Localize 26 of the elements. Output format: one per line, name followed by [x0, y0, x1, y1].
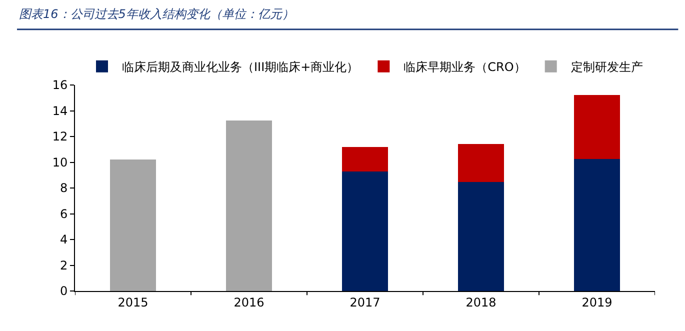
legend-label: 临床早期业务（CRO）: [404, 60, 526, 74]
bar: [342, 146, 388, 172]
y-tick-label: 2: [60, 258, 68, 272]
bar: [458, 144, 504, 182]
y-tick-label: 0: [60, 284, 68, 298]
bar: [110, 160, 156, 291]
bar: [574, 95, 620, 160]
x-tick-label: 2019: [582, 295, 612, 310]
x-tick-label: 2017: [350, 295, 380, 310]
y-tick-label: 10: [52, 155, 68, 170]
y-tick-label: 14: [52, 104, 68, 118]
bar: [574, 159, 620, 291]
x-tick-label: 2016: [234, 295, 264, 310]
y-tick-label: 12: [52, 130, 68, 144]
bar: [458, 182, 504, 291]
legend-label: 临床后期及商业化业务（III期临床+商业化）: [122, 60, 359, 74]
y-tick-label: 6: [60, 206, 68, 221]
y-tick-label: 8: [60, 181, 68, 196]
chart-title: 图表16：公司过去5年收入结构变化（单位：亿元）: [19, 7, 294, 21]
y-tick-label: 4: [60, 232, 68, 247]
y-tick-label: 16: [52, 78, 68, 92]
x-tick-label: 2018: [466, 295, 496, 310]
bar: [342, 172, 388, 291]
bar: [226, 120, 272, 291]
x-tick-label: 2015: [118, 295, 148, 310]
legend-label: 定制研发生产: [570, 60, 643, 74]
